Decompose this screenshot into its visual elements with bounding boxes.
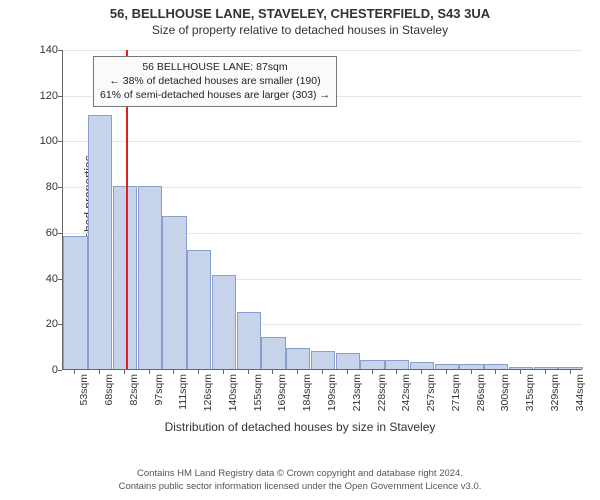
bar — [237, 312, 261, 369]
bar — [113, 186, 137, 369]
bar — [138, 186, 162, 369]
x-tick-label: 329sqm — [549, 374, 561, 411]
bar — [311, 351, 335, 369]
x-tick-mark — [372, 370, 373, 374]
x-tick-mark — [149, 370, 150, 374]
bar — [484, 364, 508, 369]
x-tick-label: 169sqm — [276, 374, 288, 411]
bar — [435, 364, 459, 369]
y-tick-label: 20 — [38, 318, 58, 330]
x-tick-mark — [347, 370, 348, 374]
bar — [212, 275, 236, 369]
x-tick-label: 199sqm — [326, 374, 338, 411]
x-tick-label: 97sqm — [153, 374, 165, 406]
bar — [63, 236, 87, 369]
bar — [261, 337, 285, 369]
annotation-line-1: 56 BELLHOUSE LANE: 87sqm — [100, 60, 330, 74]
x-tick-mark — [74, 370, 75, 374]
bar — [336, 353, 360, 369]
bar — [509, 367, 533, 369]
chart-area: Number of detached properties 0204060801… — [0, 40, 600, 435]
x-tick-mark — [495, 370, 496, 374]
x-tick-mark — [99, 370, 100, 374]
x-tick-label: 213sqm — [351, 374, 363, 411]
x-tick-mark — [471, 370, 472, 374]
x-tick-mark — [322, 370, 323, 374]
bar — [88, 115, 112, 369]
bar — [459, 364, 483, 369]
annotation-line-3: 61% of semi-detached houses are larger (… — [100, 88, 330, 102]
bar — [558, 367, 582, 369]
footer: Contains HM Land Registry data © Crown c… — [0, 468, 600, 494]
x-tick-mark — [173, 370, 174, 374]
x-tick-mark — [446, 370, 447, 374]
footer-line-2: Contains public sector information licen… — [0, 481, 600, 494]
y-tick-label: 80 — [38, 181, 58, 193]
x-axis-label: Distribution of detached houses by size … — [0, 420, 600, 434]
x-tick-label: 257sqm — [425, 374, 437, 411]
bar — [534, 367, 558, 369]
x-tick-label: 271sqm — [450, 374, 462, 411]
annotation-line-2: ← 38% of detached houses are smaller (19… — [100, 74, 330, 88]
x-tick-label: 155sqm — [252, 374, 264, 411]
x-tick-mark — [248, 370, 249, 374]
y-tick-label: 120 — [38, 90, 58, 102]
x-tick-label: 286sqm — [475, 374, 487, 411]
x-tick-mark — [223, 370, 224, 374]
y-tick-label: 40 — [38, 273, 58, 285]
x-tick-mark — [198, 370, 199, 374]
x-tick-mark — [272, 370, 273, 374]
x-tick-mark — [421, 370, 422, 374]
x-tick-mark — [124, 370, 125, 374]
y-tick-label: 140 — [38, 44, 58, 56]
y-tick-label: 0 — [38, 364, 58, 376]
x-tick-mark — [570, 370, 571, 374]
page-subtitle: Size of property relative to detached ho… — [0, 21, 600, 37]
x-tick-mark — [396, 370, 397, 374]
page-title: 56, BELLHOUSE LANE, STAVELEY, CHESTERFIE… — [0, 0, 600, 21]
x-tick-label: 140sqm — [227, 374, 239, 411]
x-tick-label: 53sqm — [78, 374, 90, 406]
x-tick-label: 300sqm — [499, 374, 511, 411]
x-tick-label: 82sqm — [128, 374, 140, 406]
bar — [286, 348, 310, 369]
x-tick-label: 242sqm — [400, 374, 412, 411]
x-tick-label: 344sqm — [574, 374, 586, 411]
bar — [162, 216, 186, 369]
x-tick-label: 111sqm — [177, 374, 189, 410]
x-tick-label: 228sqm — [376, 374, 388, 411]
x-axis-ticks: 53sqm 68sqm 82sqm 97sqm 111sqm 126sqm 140sqm 15… — [62, 370, 582, 424]
x-tick-label: 315sqm — [524, 374, 536, 411]
plot-area: 56 BELLHOUSE LANE: 87sqm ← 38% of detach… — [62, 50, 582, 370]
x-tick-label: 68sqm — [103, 374, 115, 406]
x-tick-mark — [520, 370, 521, 374]
x-tick-mark — [545, 370, 546, 374]
bar — [385, 360, 409, 369]
bar — [187, 250, 211, 369]
x-tick-mark — [297, 370, 298, 374]
x-tick-label: 184sqm — [301, 374, 313, 411]
y-tick-label: 100 — [38, 135, 58, 147]
x-tick-label: 126sqm — [202, 374, 214, 411]
bar — [360, 360, 384, 369]
footer-line-1: Contains HM Land Registry data © Crown c… — [0, 468, 600, 481]
y-tick-label: 60 — [38, 227, 58, 239]
bar — [410, 362, 434, 369]
annotation-box: 56 BELLHOUSE LANE: 87sqm ← 38% of detach… — [93, 56, 337, 107]
